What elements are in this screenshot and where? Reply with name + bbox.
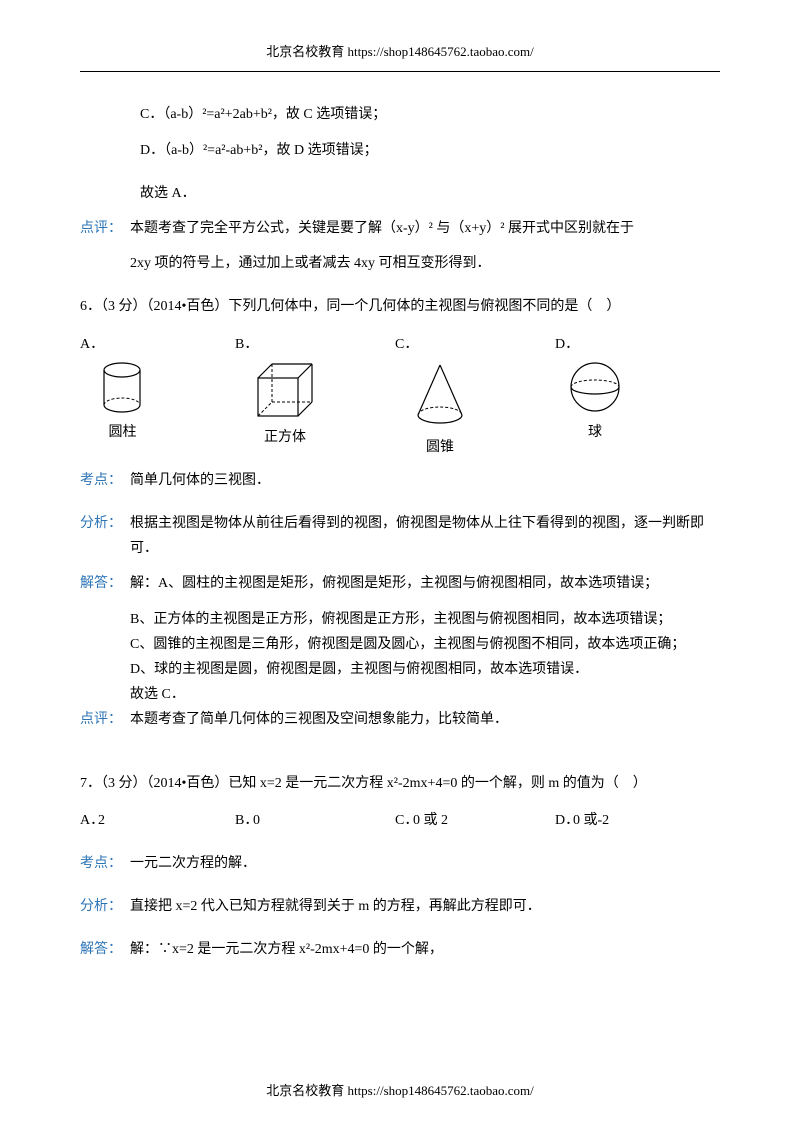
q6-stem: 6．（3 分）（2014•百色）下列几何体中，同一个几何体的主视图与俯视图不同的… [80, 294, 720, 319]
q7-point: 一元二次方程的解． [130, 851, 720, 876]
q7-opt-d: D． 0 或-2 [555, 808, 705, 833]
q7-opt-b: B． 0 [235, 808, 395, 833]
q7-opt-a: A． 2 [80, 808, 235, 833]
q6-review: 本题考查了简单几何体的三视图及空间想象能力，比较简单． [130, 707, 720, 732]
cone-name: 圆锥 [426, 435, 454, 460]
q6-opt-c-label: C． [395, 332, 418, 357]
answer-label: 解答： [80, 571, 130, 596]
q5-review-row: 点评： 本题考查了完全平方公式，关键是要了解（x-y）² 与（x+y）² 展开式… [80, 216, 720, 241]
sphere-name: 球 [588, 420, 602, 445]
analysis-label: 分析： [80, 511, 130, 561]
q6-opt-b: B． 正方体 [235, 332, 395, 460]
answer-label: 解答： [80, 937, 130, 962]
q6-ans-b: B、正方体的主视图是正方形，俯视图是正方形，主视图与俯视图相同，故本选项错误； [130, 607, 720, 632]
q6-point-row: 考点： 简单几何体的三视图． [80, 468, 720, 493]
cube-icon [250, 360, 320, 420]
q7-val-a: 2 [98, 808, 105, 833]
q7-opt-c: C． 0 或 2 [395, 808, 555, 833]
q5-conclusion: 故选 A． [140, 181, 720, 206]
cube-name: 正方体 [264, 425, 306, 450]
q7-letter-d: D． [555, 808, 573, 833]
q7-letter-c: C． [395, 808, 413, 833]
q6-opt-d: D． 球 [555, 332, 705, 460]
q7-analysis: 直接把 x=2 代入已知方程就得到关于 m 的方程，再解此方程即可． [130, 894, 720, 919]
cylinder-name: 圆柱 [109, 420, 137, 445]
q6-ans-c: C、圆锥的主视图是三角形，俯视图是圆及圆心，主视图与俯视图不相同，故本选项正确； [130, 632, 720, 657]
analysis-label: 分析： [80, 894, 130, 919]
cone-icon [410, 360, 470, 430]
q6-answer-row: 解答： 解：A、圆柱的主视图是矩形，俯视图是矩形，主视图与俯视图相同，故本选项错… [80, 571, 720, 596]
q7-val-c: 0 或 2 [413, 808, 448, 833]
q7-analysis-row: 分析： 直接把 x=2 代入已知方程就得到关于 m 的方程，再解此方程即可． [80, 894, 720, 919]
q6-opt-c: C． 圆锥 [395, 332, 555, 460]
page-footer: 北京名校教育 https://shop148645762.taobao.com/ [0, 1079, 800, 1102]
q5-opt-d: D．（a-b）²=a²-ab+b²，故 D 选项错误； [140, 138, 720, 163]
q6-opt-a: A． 圆柱 [80, 332, 235, 460]
q6-point: 简单几何体的三视图． [130, 468, 720, 493]
point-label: 考点： [80, 851, 130, 876]
q6-opt-a-label: A． [80, 332, 104, 357]
q5-review-text: 本题考查了完全平方公式，关键是要了解（x-y）² 与（x+y）² 展开式中区别就… [130, 216, 720, 241]
q6-analysis-row: 分析： 根据主视图是物体从前往后看得到的视图，俯视图是物体从上往下看得到的视图，… [80, 511, 720, 561]
q7-val-b: 0 [253, 808, 260, 833]
q7-letter-b: B． [235, 808, 253, 833]
q7-answer-row: 解答： 解：∵x=2 是一元二次方程 x²-2mx+4=0 的一个解， [80, 937, 720, 962]
q7-letter-a: A． [80, 808, 98, 833]
review-label: 点评： [80, 216, 130, 241]
q6-analysis: 根据主视图是物体从前往后看得到的视图，俯视图是物体从上往下看得到的视图，逐一判断… [130, 511, 720, 561]
q6-answer: 解：A、圆柱的主视图是矩形，俯视图是矩形，主视图与俯视图相同，故本选项错误； [130, 571, 720, 596]
cylinder-icon [100, 360, 145, 415]
sphere-icon [565, 360, 625, 415]
q6-options: A． 圆柱 B． [80, 332, 720, 460]
q6-ans-d: D、球的主视图是圆，俯视图是圆，主视图与俯视图相同，故本选项错误． [130, 657, 720, 682]
q5-review-line1: 本题考查了完全平方公式，关键是要了解（x-y）² 与（x+y）² 展开式中区别就… [130, 216, 720, 241]
q6-ans-a: 解：A、圆柱的主视图是矩形，俯视图是矩形，主视图与俯视图相同，故本选项错误； [130, 571, 720, 596]
header-rule [80, 71, 720, 72]
content: C．（a-b）²=a²+2ab+b²，故 C 选项错误； D．（a-b）²=a²… [80, 102, 720, 962]
q7-val-d: 0 或-2 [573, 808, 609, 833]
q7-stem: 7．（3 分）（2014•百色）已知 x=2 是一元二次方程 x²-2mx+4=… [80, 771, 720, 796]
point-label: 考点： [80, 468, 130, 493]
q6-conclusion: 故选 C． [130, 682, 720, 707]
q6-review-row: 点评： 本题考查了简单几何体的三视图及空间想象能力，比较简单． [80, 707, 720, 732]
q6-opt-d-label: D． [555, 332, 579, 357]
q7-answer: 解：∵x=2 是一元二次方程 x²-2mx+4=0 的一个解， [130, 937, 720, 962]
q7-options: A． 2 B． 0 C． 0 或 2 D． 0 或-2 [80, 808, 720, 833]
q5-review-line2: 2xy 项的符号上，通过加上或者减去 4xy 可相互变形得到． [130, 251, 720, 276]
q6-opt-b-label: B． [235, 332, 258, 357]
q5-opt-c: C．（a-b）²=a²+2ab+b²，故 C 选项错误； [140, 102, 720, 127]
page-header: 北京名校教育 https://shop148645762.taobao.com/ [80, 40, 720, 63]
q7-point-row: 考点： 一元二次方程的解． [80, 851, 720, 876]
review-label: 点评： [80, 707, 130, 732]
